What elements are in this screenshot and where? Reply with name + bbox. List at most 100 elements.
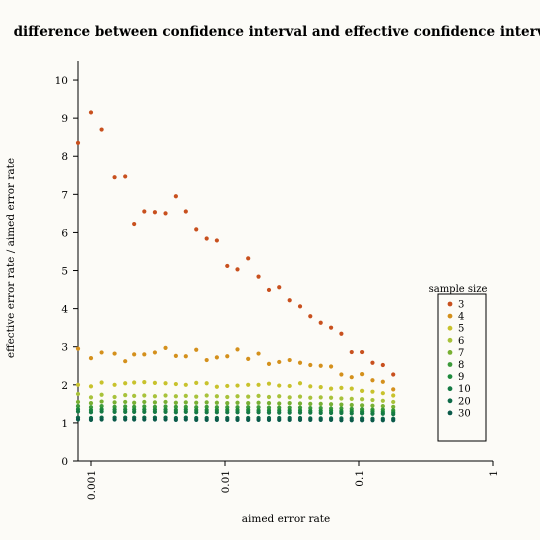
data-point-n7 bbox=[173, 400, 178, 405]
data-point-n3 bbox=[256, 274, 261, 279]
data-point-n5 bbox=[204, 381, 209, 386]
data-point-n6 bbox=[183, 393, 188, 398]
data-point-n5 bbox=[152, 380, 158, 386]
legend-marker-n4 bbox=[447, 313, 453, 319]
data-point-n4 bbox=[370, 378, 375, 383]
data-point-n7 bbox=[235, 400, 240, 405]
data-point-n6 bbox=[339, 396, 344, 401]
data-point-n5 bbox=[112, 382, 117, 387]
data-point-n5 bbox=[163, 381, 168, 386]
data-point-n4 bbox=[360, 372, 365, 377]
data-point-n6 bbox=[349, 396, 354, 402]
data-point-n4 bbox=[225, 354, 230, 359]
data-point-n4 bbox=[308, 362, 313, 368]
data-point-n7 bbox=[318, 401, 323, 406]
data-point-n10 bbox=[142, 409, 147, 414]
legend-label-n5: 5 bbox=[458, 324, 464, 335]
legend-label-n6: 6 bbox=[458, 336, 464, 347]
data-point-n7 bbox=[391, 404, 396, 410]
data-point-n7 bbox=[142, 399, 147, 405]
data-point-n4 bbox=[277, 359, 282, 365]
data-point-n3 bbox=[380, 362, 385, 368]
legend-label-n3: 3 bbox=[458, 300, 464, 311]
data-point-n6 bbox=[75, 391, 81, 397]
data-point-n30 bbox=[287, 417, 292, 422]
data-point-n30 bbox=[214, 417, 219, 422]
data-point-n30 bbox=[123, 417, 128, 422]
data-point-n3 bbox=[266, 287, 272, 293]
data-point-n3 bbox=[391, 372, 396, 377]
data-point-n10 bbox=[88, 410, 94, 415]
data-point-n3 bbox=[173, 194, 178, 199]
data-point-n4 bbox=[99, 350, 104, 355]
data-point-n6 bbox=[318, 395, 323, 400]
data-point-n3 bbox=[297, 304, 303, 309]
data-point-n10 bbox=[152, 409, 158, 414]
data-point-n8 bbox=[142, 404, 147, 409]
data-point-n30 bbox=[112, 417, 117, 422]
data-point-n6 bbox=[277, 394, 282, 399]
legend-marker-n30 bbox=[447, 410, 453, 416]
data-point-n3 bbox=[370, 360, 375, 365]
data-point-n30 bbox=[163, 417, 168, 422]
legend-marker-n9 bbox=[447, 374, 453, 379]
data-point-n5 bbox=[194, 380, 199, 386]
data-point-n4 bbox=[297, 360, 303, 365]
legend-box bbox=[437, 293, 487, 442]
x-tick-label: 0.01 bbox=[220, 470, 232, 493]
data-point-n4 bbox=[142, 352, 147, 357]
data-point-n10 bbox=[194, 410, 199, 415]
data-point-n30 bbox=[152, 417, 158, 422]
data-point-n7 bbox=[308, 401, 313, 406]
data-point-n4 bbox=[380, 379, 385, 384]
data-point-n10 bbox=[256, 410, 261, 415]
data-point-n10 bbox=[370, 411, 375, 416]
legend-label-n20: 20 bbox=[458, 396, 471, 407]
data-point-n7 bbox=[370, 403, 375, 408]
data-point-n5 bbox=[277, 383, 282, 388]
data-point-n6 bbox=[132, 393, 137, 398]
data-point-n30 bbox=[266, 417, 272, 422]
data-point-n7 bbox=[88, 400, 94, 406]
legend-marker-n20 bbox=[447, 398, 453, 404]
legend-label-n4: 4 bbox=[458, 312, 464, 323]
data-point-n30 bbox=[194, 417, 199, 422]
data-point-n4 bbox=[173, 353, 178, 358]
data-point-n6 bbox=[88, 395, 94, 400]
data-point-n7 bbox=[360, 403, 365, 408]
legend-label-n9: 9 bbox=[458, 372, 464, 383]
data-point-n4 bbox=[163, 345, 168, 350]
data-point-n5 bbox=[173, 381, 178, 387]
data-point-n10 bbox=[112, 409, 117, 414]
y-tick-label: 4 bbox=[61, 304, 68, 316]
data-point-n10 bbox=[328, 410, 334, 416]
data-point-n30 bbox=[349, 418, 354, 423]
data-point-n4 bbox=[194, 347, 199, 352]
data-point-n6 bbox=[246, 394, 251, 399]
data-point-n3 bbox=[308, 314, 313, 319]
legend-marker-n6 bbox=[447, 337, 453, 343]
y-tick-label: 3 bbox=[61, 342, 68, 354]
data-point-n8 bbox=[163, 404, 168, 409]
data-point-n3 bbox=[235, 267, 240, 272]
data-point-n30 bbox=[370, 418, 375, 423]
data-point-n6 bbox=[328, 395, 334, 400]
data-point-n7 bbox=[75, 399, 81, 405]
y-tick-label: 9 bbox=[61, 113, 68, 125]
data-point-n8 bbox=[204, 404, 209, 410]
data-point-n7 bbox=[380, 404, 385, 409]
data-point-n5 bbox=[380, 391, 385, 396]
data-point-n10 bbox=[163, 409, 168, 414]
data-point-n4 bbox=[112, 351, 117, 356]
data-point-n5 bbox=[235, 383, 240, 388]
data-point-n7 bbox=[194, 400, 199, 405]
legend-label-n7: 7 bbox=[458, 348, 464, 359]
data-point-n5 bbox=[183, 382, 188, 387]
data-point-n6 bbox=[142, 393, 147, 398]
data-point-n5 bbox=[308, 384, 313, 389]
data-point-n30 bbox=[75, 417, 81, 422]
data-point-n6 bbox=[163, 393, 168, 398]
